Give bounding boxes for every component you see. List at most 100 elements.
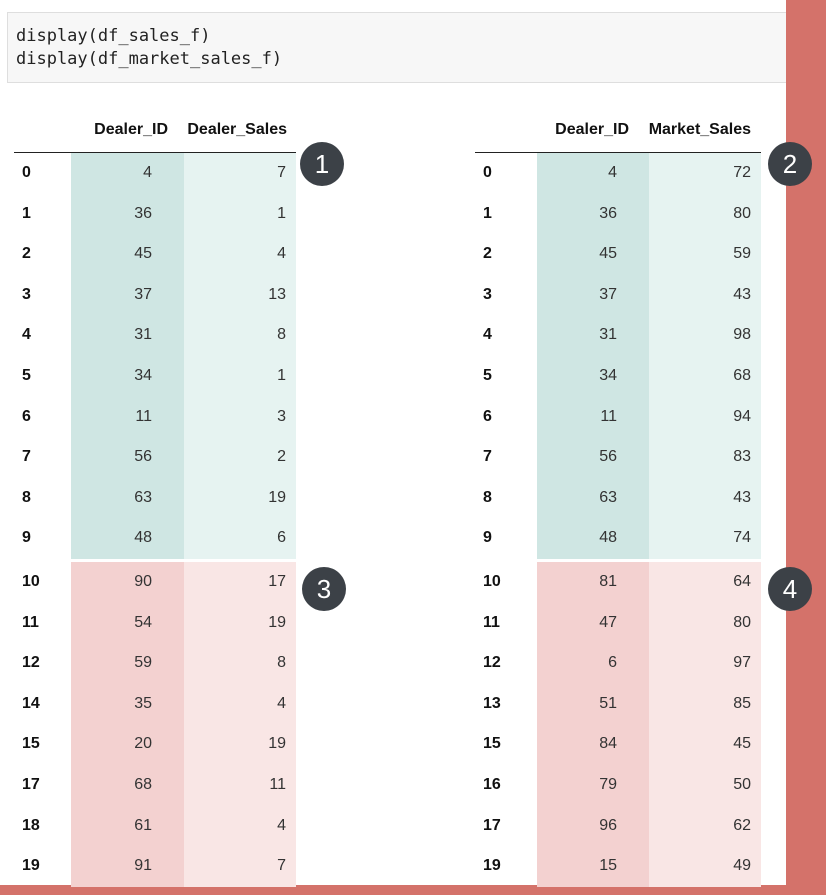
sales-value-cell: 43 — [649, 274, 761, 316]
table-row: 9 48 74 — [475, 518, 761, 559]
sales-value-cell: 1 — [184, 193, 296, 235]
table-row: 6 11 3 — [14, 396, 296, 438]
dealer-id-cell: 68 — [71, 764, 184, 806]
row-index: 14 — [22, 694, 40, 712]
dealer-id-cell: 6 — [537, 643, 649, 684]
row-index: 8 — [22, 488, 31, 506]
row-index: 10 — [483, 572, 501, 590]
dealer-id-cell: 45 — [71, 234, 184, 275]
dealer-id-cell: 59 — [71, 643, 184, 684]
table-row: 3 37 13 — [14, 274, 296, 316]
dealer-id-cell: 20 — [71, 724, 184, 765]
table-row: 14 35 4 — [14, 683, 296, 725]
code-line: display(df_sales_f) — [16, 26, 211, 46]
row-index: 4 — [483, 326, 492, 344]
column-header: Dealer_ID — [94, 121, 168, 138]
table-row: 5 34 1 — [14, 355, 296, 397]
sales-value-cell: 6 — [184, 518, 296, 559]
table-row: 1 36 1 — [14, 193, 296, 235]
table-row: 18 61 4 — [14, 805, 296, 847]
row-index: 16 — [483, 775, 501, 793]
sales-value-cell: 19 — [184, 724, 296, 765]
table-row: 5 34 68 — [475, 355, 761, 397]
row-index: 3 — [22, 285, 31, 303]
table-row: 2 45 59 — [475, 234, 761, 275]
sales-value-cell: 4 — [184, 234, 296, 275]
table-row: 11 47 80 — [475, 602, 761, 644]
row-index: 15 — [483, 735, 501, 753]
dealer-id-cell: 31 — [537, 315, 649, 356]
sales-value-cell: 98 — [649, 315, 761, 356]
row-index: 1 — [483, 204, 492, 222]
sales-value-cell: 19 — [184, 602, 296, 644]
dataframe-market-sales: Dealer_ID Market_Sales 0 4 72 1 36 80 2 45 59 3 37… — [475, 112, 761, 887]
row-index: 11 — [483, 613, 500, 631]
row-index: 8 — [483, 488, 492, 506]
dealer-id-cell: 54 — [71, 602, 184, 644]
table-header: Dealer_ID Market_Sales — [475, 112, 761, 153]
table-row: 4 31 8 — [14, 315, 296, 356]
code-cell[interactable]: display(df_sales_f) display(df_market_sa… — [7, 12, 786, 83]
dealer-id-cell: 48 — [537, 518, 649, 559]
table-row: 19 15 49 — [475, 846, 761, 887]
table-row: 13 51 85 — [475, 683, 761, 725]
row-index: 13 — [483, 694, 501, 712]
sales-value-cell: 80 — [649, 193, 761, 235]
dealer-id-cell: 56 — [71, 437, 184, 478]
row-index: 17 — [483, 816, 501, 834]
table-row: 15 20 19 — [14, 724, 296, 765]
row-index: 1 — [22, 204, 31, 222]
table-row: 8 63 19 — [14, 477, 296, 519]
row-index: 15 — [22, 735, 40, 753]
row-index: 2 — [22, 245, 31, 263]
dealer-id-cell: 37 — [537, 274, 649, 316]
sales-value-cell: 62 — [649, 805, 761, 847]
table-row: 11 54 19 — [14, 602, 296, 644]
row-index: 7 — [483, 448, 492, 466]
callout-badge: 3 — [302, 567, 346, 611]
sales-value-cell: 19 — [184, 477, 296, 519]
column-header: Market_Sales — [648, 121, 751, 138]
row-index: 6 — [483, 407, 492, 425]
table-row: 17 96 62 — [475, 805, 761, 847]
row-index: 19 — [483, 857, 501, 875]
sales-value-cell: 49 — [649, 846, 761, 887]
dealer-id-cell: 51 — [537, 683, 649, 725]
callout-badge: 1 — [300, 142, 344, 186]
sales-value-cell: 2 — [184, 437, 296, 478]
row-index: 0 — [22, 164, 31, 181]
dealer-id-cell: 35 — [71, 683, 184, 725]
table-body: 0 4 7 1 36 1 2 45 4 3 37 13 4 31 8 5 34 1 6 11 3 7 56 2 8 63 19 9 48… — [14, 153, 296, 887]
table-row: 10 81 64 — [475, 558, 761, 603]
table-row: 0 4 72 — [475, 153, 761, 194]
dealer-id-cell: 36 — [537, 193, 649, 235]
table-row: 1 36 80 — [475, 193, 761, 235]
dealer-id-cell: 4 — [537, 153, 649, 194]
dealer-id-cell: 90 — [71, 561, 184, 603]
dealer-id-cell: 61 — [71, 805, 184, 847]
dealer-id-cell: 63 — [71, 477, 184, 519]
dealer-id-cell: 91 — [71, 846, 184, 887]
dealer-id-cell: 37 — [71, 274, 184, 316]
row-index: 19 — [22, 857, 40, 875]
table-header: Dealer_ID Dealer_Sales — [14, 112, 296, 153]
row-index: 9 — [483, 529, 492, 547]
table-row: 6 11 94 — [475, 396, 761, 438]
table-row: 12 6 97 — [475, 643, 761, 684]
table-row: 2 45 4 — [14, 234, 296, 275]
callout-badge: 4 — [768, 567, 812, 611]
row-index: 12 — [483, 654, 501, 672]
table-row: 8 63 43 — [475, 477, 761, 519]
row-index: 11 — [22, 613, 39, 631]
dealer-id-cell: 36 — [71, 193, 184, 235]
sales-value-cell: 7 — [184, 846, 296, 887]
sales-value-cell: 80 — [649, 602, 761, 644]
row-index: 2 — [483, 245, 492, 263]
dealer-id-cell: 11 — [71, 396, 184, 438]
callout-badge: 2 — [768, 142, 812, 186]
dealer-id-cell: 11 — [537, 396, 649, 438]
dealer-id-cell: 4 — [71, 153, 184, 194]
row-index: 18 — [22, 816, 40, 834]
row-index: 0 — [483, 164, 492, 181]
row-index: 9 — [22, 529, 31, 547]
